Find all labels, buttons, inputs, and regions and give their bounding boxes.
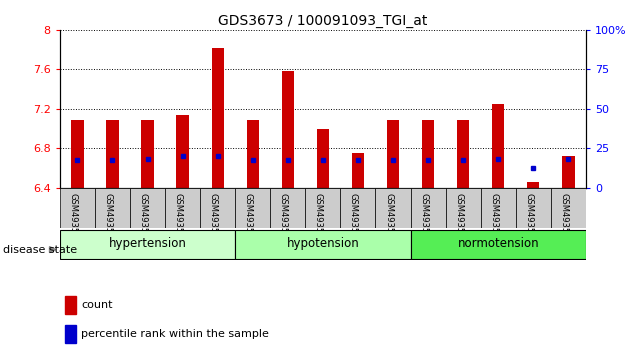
FancyBboxPatch shape [60,230,235,258]
Text: hypotension: hypotension [287,237,359,250]
FancyBboxPatch shape [95,188,130,228]
Text: GSM493530: GSM493530 [244,193,253,243]
Bar [352,153,364,188]
Text: GSM493527: GSM493527 [139,193,147,243]
FancyBboxPatch shape [445,188,481,228]
FancyBboxPatch shape [60,188,95,228]
Bar [317,129,329,188]
FancyBboxPatch shape [340,188,375,228]
Bar [212,48,224,188]
Text: GSM493526: GSM493526 [103,193,112,243]
FancyBboxPatch shape [551,188,586,228]
FancyBboxPatch shape [235,230,411,258]
Bar [65,325,76,343]
FancyBboxPatch shape [375,188,411,228]
Text: count: count [81,299,113,310]
Title: GDS3673 / 100091093_TGI_at: GDS3673 / 100091093_TGI_at [218,14,428,28]
Bar [457,120,469,188]
FancyBboxPatch shape [130,188,165,228]
FancyBboxPatch shape [270,188,306,228]
Bar [422,120,434,188]
Text: GSM493533: GSM493533 [349,193,358,244]
Text: GSM493528: GSM493528 [174,193,183,243]
Text: GSM493537: GSM493537 [490,193,498,244]
Text: GSM493538: GSM493538 [524,193,533,244]
Text: GSM493534: GSM493534 [384,193,393,243]
Bar [562,156,575,188]
FancyBboxPatch shape [411,188,445,228]
Bar [65,296,76,314]
Bar [527,182,539,188]
FancyBboxPatch shape [200,188,235,228]
Text: GSM493532: GSM493532 [314,193,323,243]
FancyBboxPatch shape [481,188,516,228]
FancyBboxPatch shape [411,230,586,258]
FancyBboxPatch shape [165,188,200,228]
Bar [492,104,505,188]
FancyBboxPatch shape [306,188,340,228]
FancyBboxPatch shape [516,188,551,228]
Text: hypertension: hypertension [108,237,186,250]
Bar [176,115,189,188]
Text: GSM493529: GSM493529 [209,193,217,243]
Text: disease state: disease state [3,245,77,255]
Text: GSM493539: GSM493539 [559,193,568,243]
Text: GSM493531: GSM493531 [279,193,288,243]
Bar [246,120,259,188]
Bar [106,120,118,188]
Bar [141,120,154,188]
FancyBboxPatch shape [235,188,270,228]
Text: GSM493536: GSM493536 [454,193,463,244]
Bar [282,72,294,188]
Text: normotension: normotension [457,237,539,250]
Text: GSM493535: GSM493535 [419,193,428,243]
Bar [71,120,84,188]
Bar [387,120,399,188]
Text: GSM493525: GSM493525 [69,193,77,243]
Text: percentile rank within the sample: percentile rank within the sample [81,329,269,339]
